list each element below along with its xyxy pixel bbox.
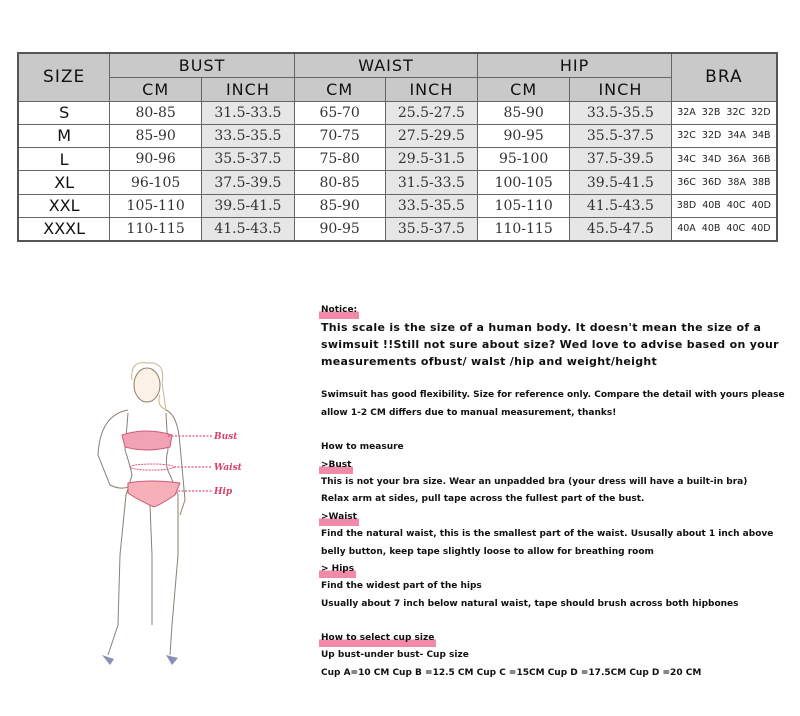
hips-text-2: Usually about 7 inch below natural waist…	[321, 598, 739, 609]
table-row: XXL 105-110 39.5-41.5 85-90 33.5-35.5 105-110…	[17, 193, 778, 218]
cell-bra: 34C 34D 36A 36B	[670, 147, 778, 172]
cell-waist-inch: 29.5-31.5	[384, 147, 479, 172]
figure-body-outline	[107, 412, 179, 656]
cell-waist-inch: 25.5-27.5	[384, 100, 479, 125]
header-waist-inch: INCH	[384, 76, 479, 102]
cell-size: XL	[17, 170, 111, 195]
cell-hip-cm: 95-100	[477, 147, 571, 172]
cell-hip-cm: 110-115	[477, 216, 571, 242]
figure-shoes	[102, 655, 178, 665]
hips-text-1: Find the widest part of the hips	[321, 581, 482, 592]
cell-hip-inch: 33.5-35.5	[569, 100, 672, 125]
cell-hip-inch: 45.5-47.5	[569, 216, 672, 242]
cell-waist-inch: 35.5-37.5	[384, 216, 479, 242]
bust-text-2: Relax arm at sides, pull tape across the…	[321, 494, 645, 505]
header-bust: BUST	[109, 52, 295, 78]
cell-hip-cm: 105-110	[477, 193, 571, 218]
cell-size: XXL	[17, 193, 111, 218]
notice-main-2: swimsuit !!Still not sure about size? We…	[321, 338, 779, 352]
cell-bust-cm: 90-96	[109, 147, 203, 172]
header-hip: HIP	[477, 52, 672, 78]
cell-bust-inch: 41.5-43.5	[201, 216, 295, 242]
cell-size: S	[17, 100, 111, 125]
cell-hip-inch: 41.5-43.5	[569, 193, 672, 218]
cell-bra: 32A 32B 32C 32D	[670, 100, 778, 125]
how-to-measure: How to measure	[321, 442, 404, 453]
cell-bust-cm: 85-90	[109, 123, 203, 149]
bust-heading: >Bust	[319, 456, 354, 474]
cup-text-2: Cup A=10 CM Cup B =12.5 CM Cup C =15CM C…	[321, 667, 702, 678]
cell-size: L	[17, 147, 111, 172]
header-hip-inch: INCH	[569, 76, 672, 102]
body-measurement-illustration: Bust Waist Hip	[97, 362, 243, 665]
table-row: L 90-96 35.5-37.5 75-80 29.5-31.5 95-100 37.5-…	[17, 147, 778, 172]
table-row: XXXL 110-115 41.5-43.5 90-95 35.5-37.5 110-11…	[17, 216, 778, 242]
cell-waist-inch: 31.5-33.5	[384, 170, 479, 195]
label-waist: Waist	[214, 463, 243, 473]
header-bust-cm: CM	[109, 76, 203, 102]
cell-waist-cm: 75-80	[293, 147, 386, 172]
label-hip: Hip	[213, 487, 233, 497]
cell-hip-inch: 37.5-39.5	[569, 147, 672, 172]
header-hip-cm: CM	[477, 76, 571, 102]
cell-bust-inch: 37.5-39.5	[201, 170, 295, 195]
figure-head	[133, 367, 161, 403]
notice-section: Notice: This scale is the size of a huma…	[319, 302, 791, 682]
cell-bra: 32C 32D 34A 34B	[670, 123, 778, 149]
cell-hip-cm: 85-90	[477, 100, 571, 125]
notice-heading: Notice:	[319, 302, 360, 320]
cell-bust-inch: 39.5-41.5	[201, 193, 295, 218]
label-bust: Bust	[213, 432, 238, 442]
figure-hair	[131, 362, 167, 411]
cell-size: M	[17, 123, 111, 149]
cup-text-1: Up bust-under bust- Cup size	[321, 650, 469, 661]
cell-bust-cm: 110-115	[109, 216, 203, 242]
cell-hip-cm: 90-95	[477, 123, 571, 149]
figure-bikini-bottom	[127, 480, 181, 508]
cell-bra: 38D 40B 40C 40D	[670, 193, 778, 218]
header-waist-cm: CM	[293, 76, 386, 102]
cell-bust-cm: 96-105	[109, 170, 203, 195]
waist-text-2: belly button, keep tape slightly loose t…	[321, 546, 654, 557]
hips-heading: > Hips	[319, 560, 357, 579]
cell-bust-cm: 80-85	[109, 100, 203, 125]
header-waist: WAIST	[293, 52, 479, 78]
table-row: XL 96-105 37.5-39.5 80-85 31.5-33.5 100-105 39…	[17, 170, 778, 195]
cell-bust-cm: 105-110	[109, 193, 203, 218]
header-size: SIZE	[17, 52, 111, 102]
figure-arms	[97, 409, 186, 516]
cell-hip-inch: 35.5-37.5	[569, 123, 672, 149]
size-chart-table: SIZE BUST WAIST HIP BRA CM INCH CM INCH …	[17, 52, 778, 242]
header-bust-inch: INCH	[201, 76, 295, 102]
cell-size: XXXL	[17, 216, 111, 242]
figure-bra	[121, 430, 173, 451]
cell-waist-inch: 27.5-29.5	[384, 123, 479, 149]
cell-waist-inch: 33.5-35.5	[384, 193, 479, 218]
cell-hip-inch: 39.5-41.5	[569, 170, 672, 195]
cell-bra: 40A 40B 40C 40D	[670, 216, 778, 242]
header-bra: BRA	[670, 52, 778, 102]
cell-waist-cm: 90-95	[293, 216, 386, 242]
cell-bust-inch: 33.5-35.5	[201, 123, 295, 149]
flex-note-2: allow 1-2 CM differs due to manual measu…	[321, 407, 617, 418]
cell-hip-cm: 100-105	[477, 170, 571, 195]
bust-text-1: This is not your bra size. Wear an unpad…	[321, 476, 748, 487]
cell-waist-cm: 70-75	[293, 123, 386, 149]
waist-heading: >Waist	[319, 508, 359, 527]
cell-bust-inch: 35.5-37.5	[201, 147, 295, 172]
table-row: S 80-85 31.5-33.5 65-70 25.5-27.5 85-90 33.5-3…	[17, 100, 778, 125]
table-row: M 85-90 33.5-35.5 70-75 27.5-29.5 90-95 35.5-3…	[17, 123, 778, 149]
cell-waist-cm: 65-70	[293, 100, 386, 125]
cup-heading: How to select cup size	[319, 630, 437, 648]
figure-legs	[149, 504, 153, 625]
notice-main-3: measurements ofbust/ walst /hip and weig…	[321, 355, 658, 369]
cell-waist-cm: 85-90	[293, 193, 386, 218]
cell-bust-inch: 31.5-33.5	[201, 100, 295, 125]
waist-text-1: Find the natural waist, this is the smal…	[321, 529, 774, 540]
flex-note-1: Swimsuit has good flexibility. Size for …	[321, 390, 785, 401]
cell-waist-cm: 80-85	[293, 170, 386, 195]
notice-main-1: This scale is the size of a human body. …	[321, 321, 762, 335]
cell-bra: 36C 36D 38A 38B	[670, 170, 778, 195]
